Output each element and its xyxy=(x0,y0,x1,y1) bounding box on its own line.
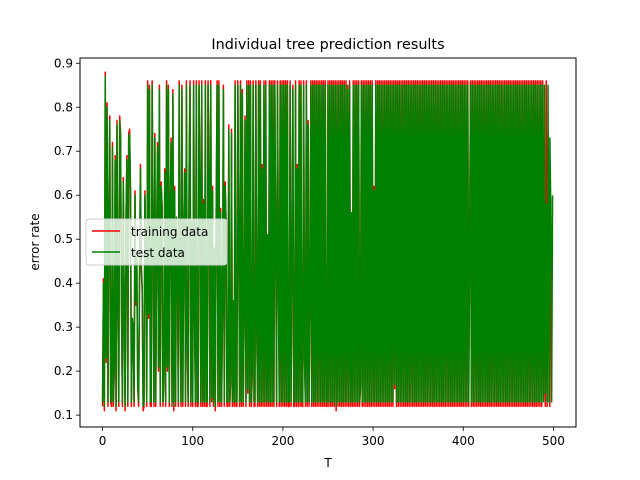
y-axis-label: error rate xyxy=(28,213,42,270)
legend-label-training: training data xyxy=(131,225,208,239)
legend: training data test data xyxy=(85,218,228,266)
y-tick-label: 0.2 xyxy=(54,364,73,378)
y-axis: 0.1 0.2 0.3 0.4 0.5 0.6 0.7 0.8 0.9 xyxy=(54,56,80,422)
x-tick-label: 500 xyxy=(542,434,565,448)
legend-label-test: test data xyxy=(131,246,185,260)
x-tick-label: 400 xyxy=(452,434,475,448)
y-tick-label: 0.5 xyxy=(54,232,73,246)
x-axis-label: T xyxy=(323,456,332,470)
x-tick-label: 300 xyxy=(362,434,385,448)
y-tick-label: 0.9 xyxy=(54,56,73,70)
y-tick-label: 0.4 xyxy=(54,276,73,290)
chart-title: Individual tree prediction results xyxy=(211,37,444,53)
y-tick-label: 0.6 xyxy=(54,188,73,202)
x-axis: 0 100 200 300 400 500 xyxy=(99,427,565,448)
x-tick-label: 0 xyxy=(99,434,107,448)
y-tick-label: 0.7 xyxy=(54,144,73,158)
legend-box xyxy=(85,218,228,266)
y-tick-label: 0.3 xyxy=(54,320,73,334)
y-tick-label: 0.8 xyxy=(54,100,73,114)
plot-frame xyxy=(79,57,577,428)
x-tick-label: 100 xyxy=(181,434,204,448)
x-tick-label: 200 xyxy=(271,434,294,448)
series-line-test xyxy=(101,75,554,408)
y-tick-label: 0.1 xyxy=(54,408,73,422)
